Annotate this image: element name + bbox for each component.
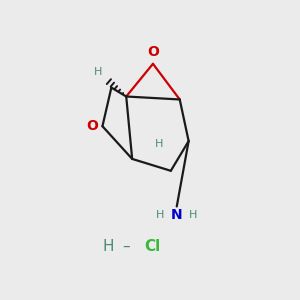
Text: Cl: Cl [144, 239, 160, 254]
Text: –: – [122, 239, 130, 254]
Text: H: H [154, 139, 163, 149]
Text: O: O [147, 45, 159, 59]
Text: H: H [94, 67, 102, 77]
Text: O: O [86, 119, 98, 133]
Text: H: H [189, 210, 197, 220]
Text: H: H [103, 239, 114, 254]
Text: H: H [156, 210, 165, 220]
Text: N: N [171, 208, 183, 222]
